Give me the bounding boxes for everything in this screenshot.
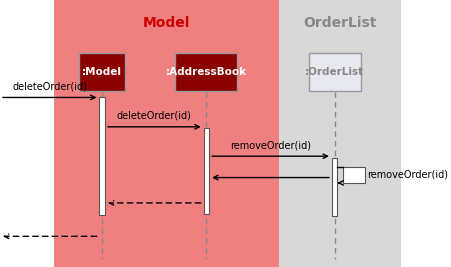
Text: Model: Model [143,16,189,30]
Text: deleteOrder(id): deleteOrder(id) [12,82,87,92]
Bar [99,97,105,215]
Text: :Model: :Model [82,67,122,77]
Bar [278,0,400,267]
Text: :OrderList: :OrderList [304,67,364,77]
Bar [203,128,209,214]
Text: deleteOrder(id): deleteOrder(id) [117,111,191,121]
Text: OrderList: OrderList [302,16,376,30]
Bar [175,53,237,91]
Bar [79,53,125,91]
Bar [308,53,360,91]
Text: removeOrder(id): removeOrder(id) [366,170,447,180]
Text: removeOrder(id): removeOrder(id) [230,140,310,150]
Text: :AddressBook: :AddressBook [166,67,246,77]
Bar [331,158,337,216]
Bar [342,167,364,183]
Bar [54,0,278,267]
